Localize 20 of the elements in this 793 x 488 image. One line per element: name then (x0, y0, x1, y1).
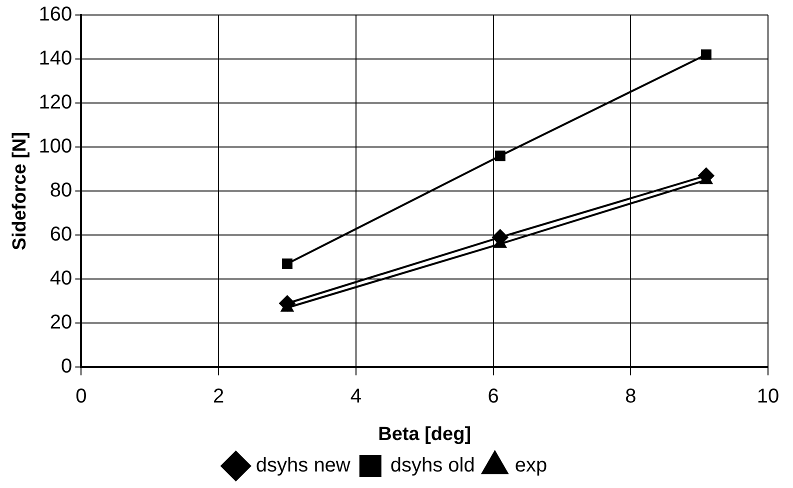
x-tick-label: 10 (756, 386, 780, 408)
y-tick-label: 120 (38, 92, 72, 114)
legend-label: exp (514, 454, 548, 477)
legend-label: dsyhs old (390, 454, 475, 477)
y-tick-label: 140 (38, 48, 72, 70)
y-tick-label: 0 (61, 356, 72, 378)
x-axis-title: Beta [deg] (378, 424, 472, 445)
x-tick-label: 6 (488, 386, 499, 408)
y-tick-label: 100 (38, 136, 72, 158)
y-tick-label: 60 (50, 224, 72, 246)
x-tick-label: 8 (625, 386, 636, 408)
y-tick-label: 80 (50, 180, 72, 202)
y-axis-title: Sideforce [N] (10, 132, 31, 250)
y-tick-label: 20 (50, 312, 72, 334)
legend-label: dsyhs new (256, 454, 351, 477)
y-tick-label: 40 (50, 268, 72, 290)
x-tick-label: 4 (350, 386, 362, 408)
x-tick-label: 0 (76, 386, 87, 408)
y-tick-label: 160 (38, 4, 72, 26)
x-tick-label: 2 (212, 386, 224, 408)
